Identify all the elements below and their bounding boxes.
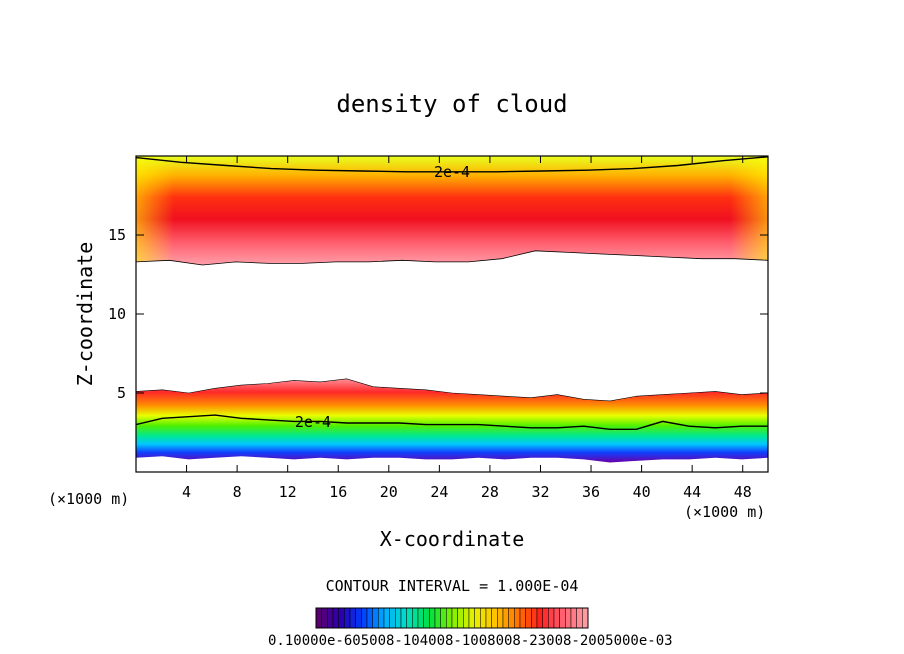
colorbar-swatch	[536, 607, 543, 629]
x-tick-label: 12	[279, 483, 297, 501]
y-axis-label: Z-coordinate	[73, 242, 97, 387]
colorbar-swatch	[525, 607, 532, 629]
colorbar-swatch	[406, 607, 413, 629]
colorbar-swatch	[485, 607, 492, 629]
colorbar-swatch	[344, 607, 351, 629]
colorbar-swatch	[434, 607, 441, 629]
x-tick-label: 4	[182, 483, 191, 501]
x-tick-label: 20	[380, 483, 398, 501]
colorbar-swatch	[502, 607, 509, 629]
x-axis-label: X-coordinate	[380, 527, 525, 551]
contour-label-upper: 2e-4	[434, 163, 470, 181]
colorbar-swatch	[383, 607, 390, 629]
contour-interval-text: CONTOUR INTERVAL = 1.000E-04	[326, 577, 579, 595]
colorbar-swatch	[582, 607, 589, 629]
colorbar-swatch	[565, 607, 572, 629]
y-tick-label: 10	[108, 305, 126, 323]
colorbar-swatch	[463, 607, 470, 629]
x-unit-left: (×1000 m)	[48, 490, 129, 508]
colorbar-swatch	[321, 607, 328, 629]
lower-cloud-top-boundary	[136, 378, 768, 402]
colorbar-swatch	[355, 607, 362, 629]
x-tick-label: 40	[633, 483, 651, 501]
colorbar-swatch	[491, 607, 498, 629]
x-unit-right: (×1000 m)	[684, 503, 765, 521]
x-tick-label: 48	[734, 483, 752, 501]
colorbar-swatch	[423, 607, 430, 629]
x-tick-label: 24	[430, 483, 448, 501]
colorbar-swatch	[417, 607, 424, 629]
x-tick-label: 28	[481, 483, 499, 501]
colorbar-swatch	[542, 607, 549, 629]
colorbar-swatch	[315, 607, 322, 629]
upper-cloud-edge-fade	[136, 156, 768, 265]
colorbar-swatch	[531, 607, 538, 629]
colorbar-swatch	[451, 607, 458, 629]
colorbar-swatch	[327, 607, 334, 629]
contour-label-lower: 2e-4	[295, 413, 331, 431]
x-tick-label: 8	[233, 483, 242, 501]
x-tick-label: 32	[531, 483, 549, 501]
colorbar-labels: 0.10000e-605008-104008-1008008-23008-200…	[268, 633, 673, 649]
lower-cloud-fill	[136, 378, 768, 463]
colorbar-swatch	[497, 607, 504, 629]
colorbar-swatch	[457, 607, 464, 629]
colorbar-swatch	[389, 607, 396, 629]
colorbar-swatch	[332, 607, 339, 629]
x-tick-label: 36	[582, 483, 600, 501]
colorbar	[315, 607, 589, 629]
y-tick-label: 5	[117, 384, 126, 402]
colorbar-swatch	[468, 607, 475, 629]
colorbar-swatch	[474, 607, 481, 629]
colorbar-swatch	[372, 607, 379, 629]
colorbar-swatch	[366, 607, 373, 629]
y-axis-ticks: 5 10 15	[108, 226, 768, 402]
y-tick-label: 15	[108, 226, 126, 244]
colorbar-swatch	[559, 607, 566, 629]
colorbar-frame	[315, 607, 589, 629]
contour-fill-layers: 2e-4 2e-4	[136, 156, 768, 463]
colorbar-swatch	[395, 607, 402, 629]
contour-line-2e-4-lower	[136, 414, 768, 430]
colorbar-swatch	[446, 607, 453, 629]
x-tick-label: 44	[683, 483, 701, 501]
chart-title: density of cloud	[336, 90, 567, 118]
colorbar-swatch	[400, 607, 407, 629]
colorbar-swatch	[508, 607, 515, 629]
colorbar-swatch	[412, 607, 419, 629]
colorbar-swatch	[361, 607, 368, 629]
x-tick-label: 16	[329, 483, 347, 501]
colorbar-swatch	[429, 607, 436, 629]
colorbar-swatch	[378, 607, 385, 629]
colorbar-swatch	[576, 607, 583, 629]
colorbar-swatch	[480, 607, 487, 629]
colorbar-swatch	[338, 607, 345, 629]
colorbar-swatch	[349, 607, 356, 629]
colorbar-swatch	[553, 607, 560, 629]
colorbar-swatch	[570, 607, 577, 629]
colorbar-swatch	[519, 607, 526, 629]
x-axis-ticks: 4 8 12 16 20 24 28 32 36 40 44 48	[182, 156, 752, 501]
colorbar-swatch	[514, 607, 521, 629]
colorbar-swatch	[440, 607, 447, 629]
contour-line-2e-4-upper	[136, 156, 768, 173]
upper-cloud-boundary	[136, 250, 768, 266]
colorbar-swatch	[548, 607, 555, 629]
